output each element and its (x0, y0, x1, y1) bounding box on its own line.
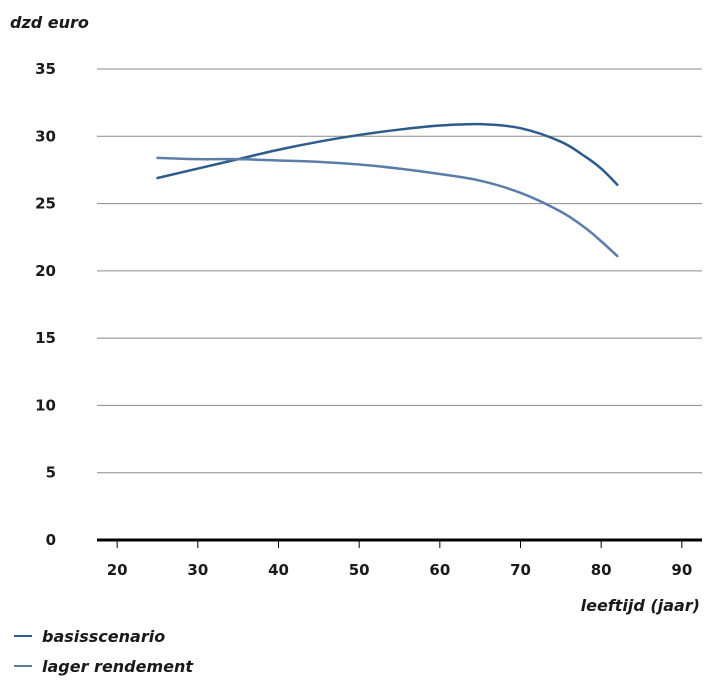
x-tick-label: 70 (510, 561, 531, 579)
series-line-0 (156, 122, 619, 186)
x-tick-label: 80 (591, 561, 612, 579)
y-tick-labels: 0 5 10 15 20 25 30 35 (35, 60, 56, 549)
line-chart: dzd euro 0 5 10 15 20 25 30 35 20 30 40 50 60 70 80 90… (10, 13, 702, 615)
x-axis-title: leeftijd (jaar) (581, 596, 700, 615)
legend-item-lager-rendement: lager rendement (14, 651, 193, 681)
gridlines (97, 68, 702, 474)
y-tick-label: 30 (35, 127, 56, 145)
legend-swatch-basisscenario (14, 635, 32, 637)
y-tick-label: 35 (35, 60, 56, 78)
x-tick-label: 60 (429, 561, 450, 579)
legend-item-basisscenario: basisscenario (14, 621, 193, 651)
y-tick-label: 10 (35, 396, 56, 414)
x-tick-label: 20 (107, 561, 128, 579)
x-tick-label: 40 (268, 561, 289, 579)
legend-swatch-lager-rendement (14, 665, 32, 667)
x-tick-label: 30 (187, 561, 208, 579)
y-tick-label: 20 (35, 262, 56, 280)
y-tick-label: 0 (46, 531, 56, 549)
x-tick-labels: 20 30 40 50 60 70 80 90 (107, 540, 692, 579)
y-axis-title: dzd euro (10, 13, 89, 32)
x-tick-label: 50 (349, 561, 370, 579)
legend-label-basisscenario: basisscenario (42, 626, 166, 646)
y-tick-label: 25 (35, 195, 56, 213)
series-line-1 (156, 156, 619, 258)
y-tick-label: 5 (46, 464, 56, 482)
legend: basisscenario lager rendement (14, 621, 193, 681)
series-lines (156, 122, 619, 258)
y-tick-label: 15 (35, 329, 56, 347)
x-tick-label: 90 (671, 561, 692, 579)
legend-label-lager-rendement: lager rendement (42, 656, 194, 676)
